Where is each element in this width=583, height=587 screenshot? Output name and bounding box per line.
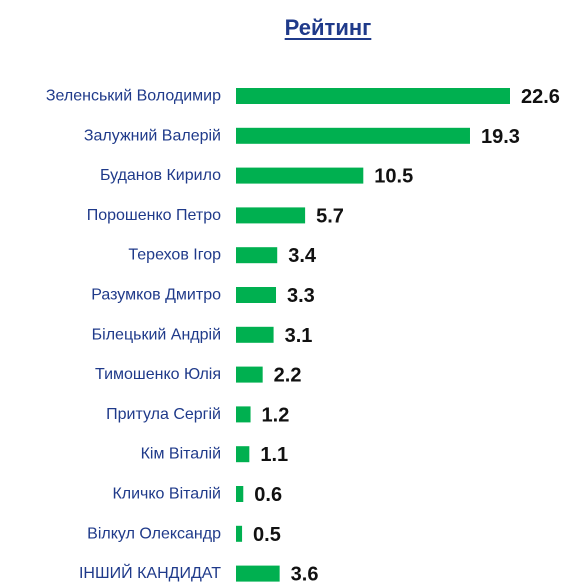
bar [236, 446, 250, 463]
category-label: Кличко Віталій [112, 486, 221, 503]
bar [236, 366, 263, 383]
value-label: 19.3 [481, 126, 520, 148]
category-label: Кім Віталій [141, 446, 221, 463]
value-label: 3.3 [287, 285, 315, 307]
value-label: 5.7 [316, 205, 344, 227]
category-label: Буданов Кирило [100, 167, 221, 184]
category-label: Тимошенко Юлія [95, 366, 221, 383]
bar [236, 127, 470, 144]
chart-title: Рейтинг [284, 15, 372, 40]
bar [236, 287, 277, 303]
value-label: 10.5 [374, 166, 413, 188]
category-label: Притула Сергій [106, 406, 221, 423]
bar [236, 247, 278, 264]
category-label: Залужний Валерій [84, 127, 221, 144]
value-label: 2.2 [274, 365, 302, 387]
value-label: 22.6 [521, 86, 560, 108]
bar [236, 525, 243, 542]
value-label: 1.1 [260, 444, 288, 466]
bar [236, 486, 244, 502]
bar [236, 207, 306, 224]
bar [236, 406, 251, 423]
value-label: 0.5 [253, 524, 281, 546]
value-label: 0.6 [254, 484, 282, 506]
category-label: Зеленський Володимир [46, 88, 221, 105]
category-label: Білецький Андрій [92, 326, 221, 343]
value-label: 3.4 [288, 245, 317, 267]
bar [236, 326, 274, 343]
value-label: 3.1 [285, 325, 313, 347]
category-label: Вілкул Олександр [87, 525, 221, 542]
bar [236, 565, 280, 582]
category-label: Порошенко Петро [87, 207, 221, 224]
value-label: 3.6 [291, 564, 319, 586]
value-label: 1.2 [262, 404, 290, 426]
bar [236, 167, 364, 184]
category-label: Терехов Ігор [128, 247, 221, 264]
category-label: Разумков Дмитро [91, 287, 221, 304]
category-label: ІНШИЙ КАНДИДАТ [79, 563, 221, 582]
bar [236, 88, 510, 104]
